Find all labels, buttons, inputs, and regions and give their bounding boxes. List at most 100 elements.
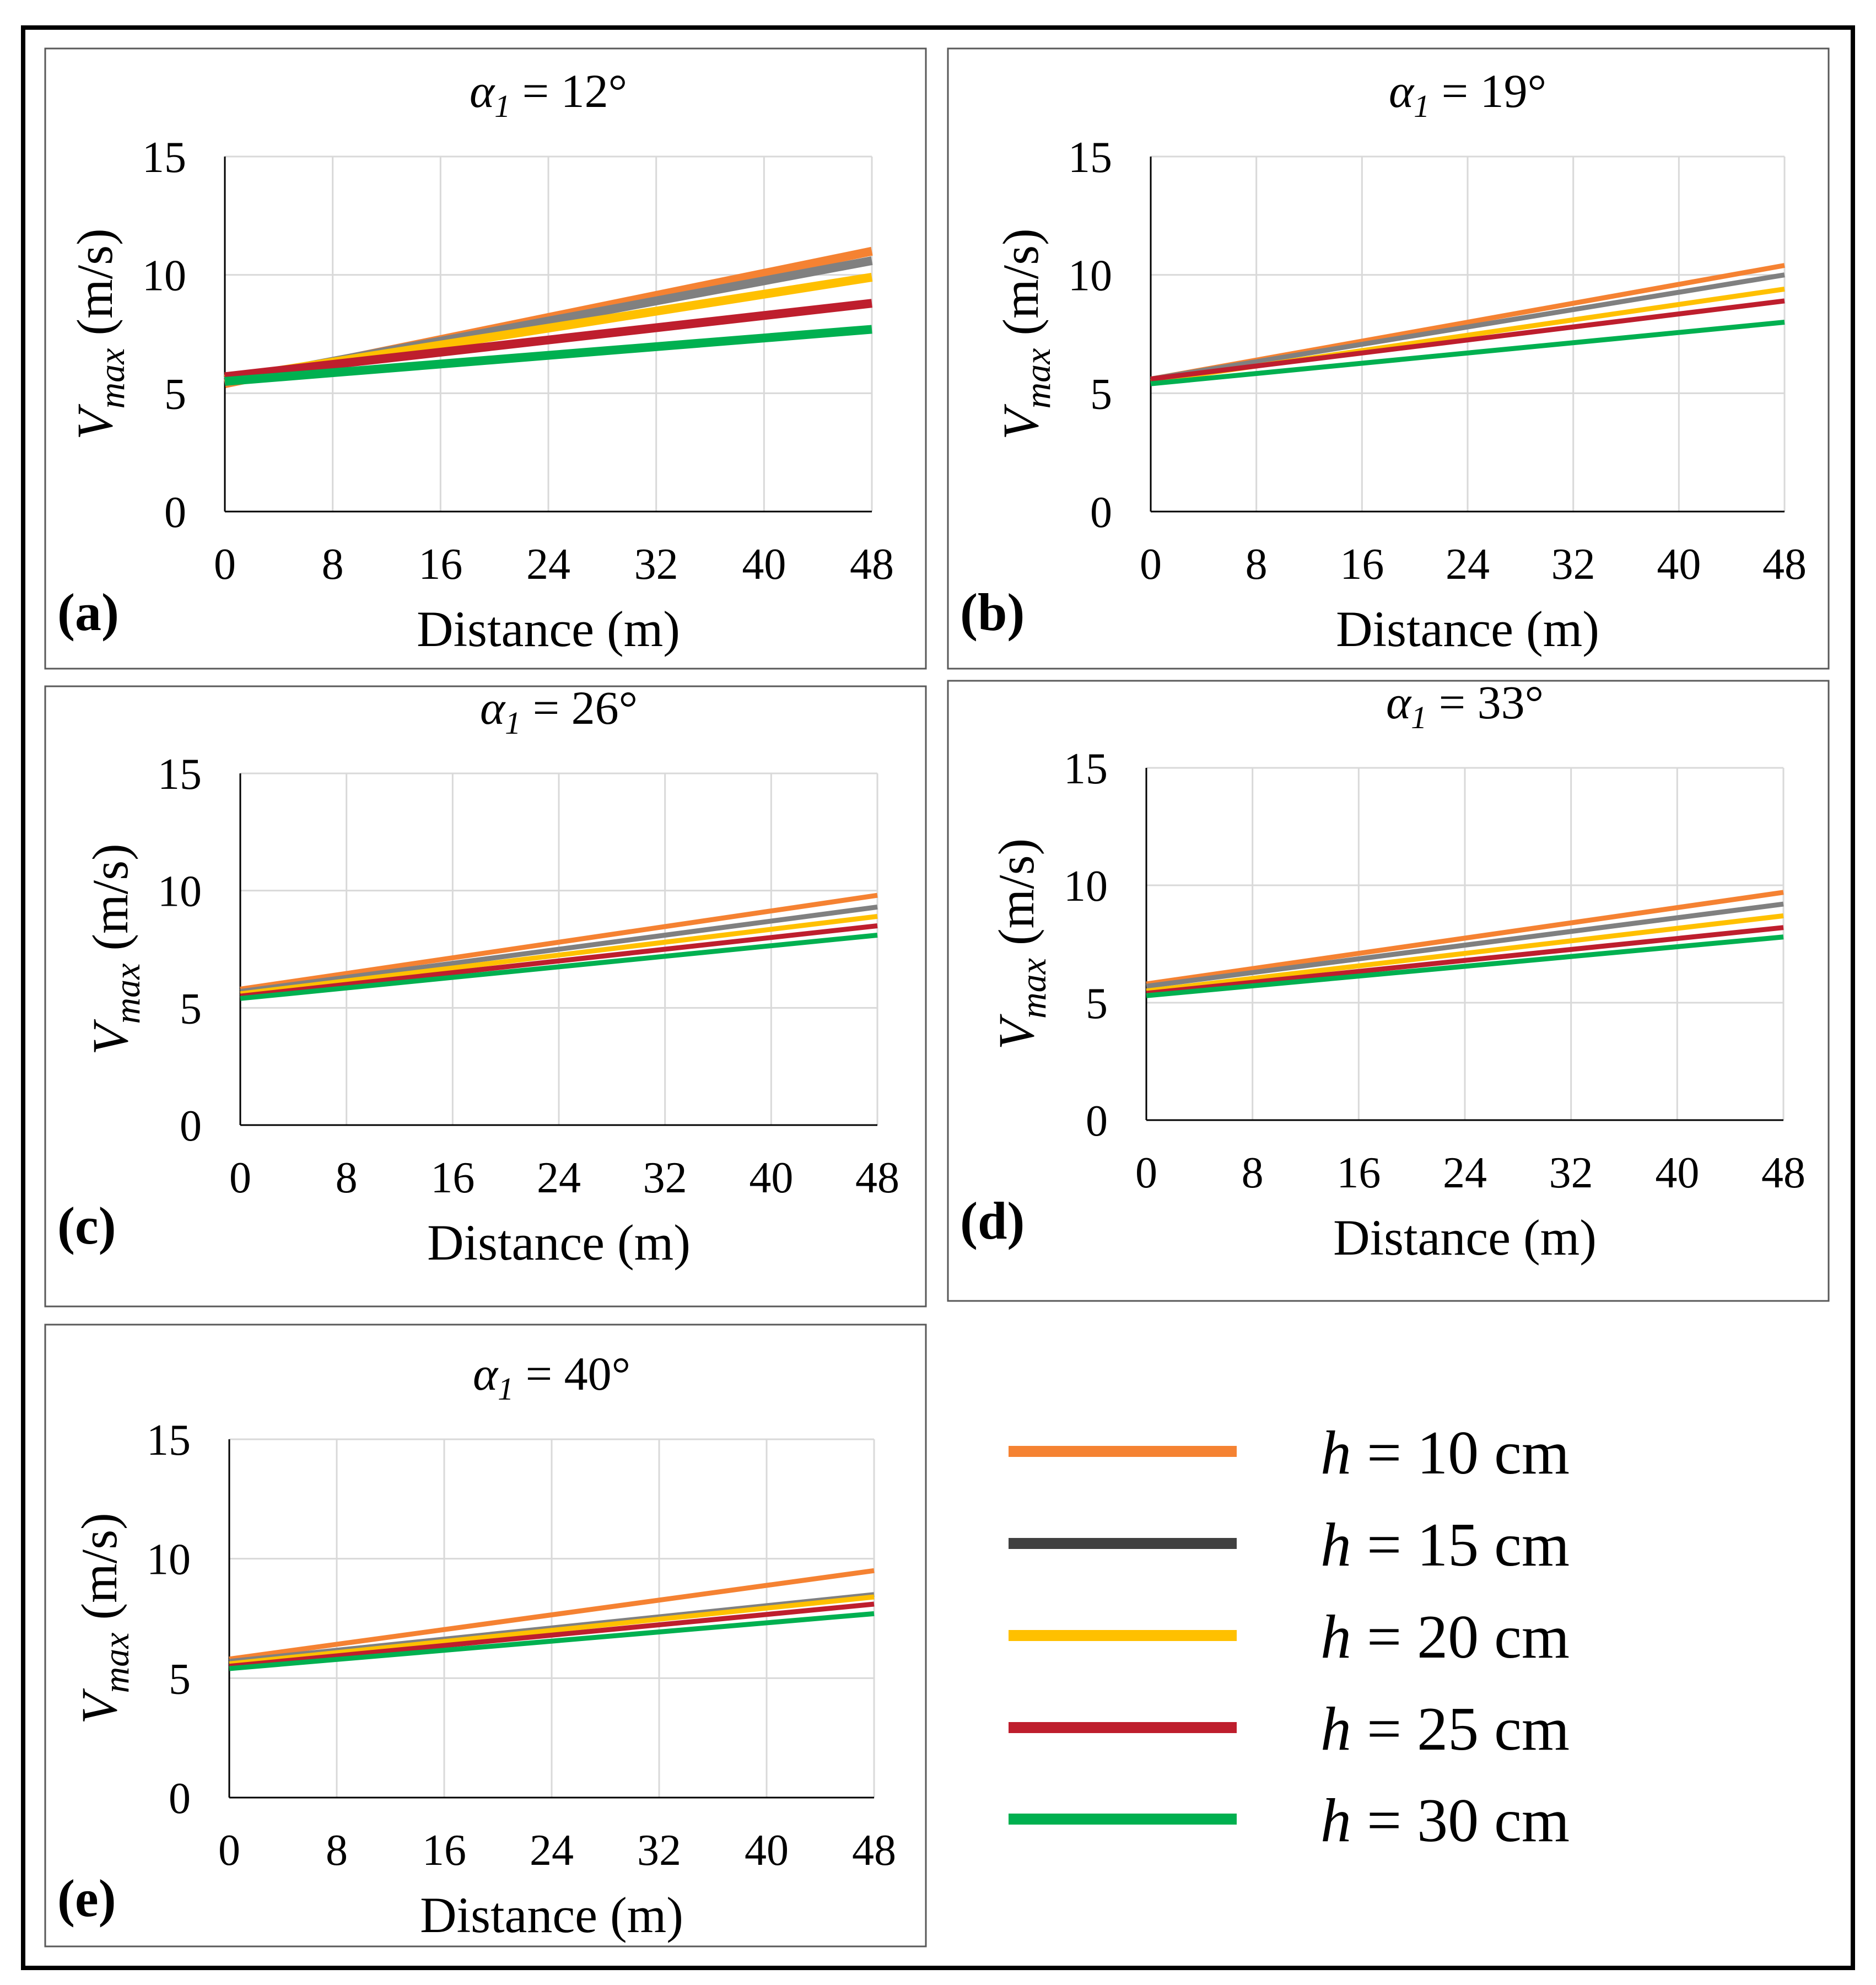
series-line-h20: [229, 1594, 875, 1666]
x-tick-label: 8: [1246, 540, 1268, 589]
legend-item-h10: h = 10 cm: [1009, 1419, 1570, 1487]
legend-item-h30: h = 30 cm: [1009, 1787, 1570, 1855]
legend-label: h = 10 cm: [1320, 1419, 1570, 1487]
x-tick-label: 32: [1549, 1149, 1593, 1197]
series-line-h30: [229, 1611, 875, 1671]
x-tick-label: 24: [1443, 1149, 1487, 1197]
panel-frame: [44, 685, 927, 1308]
panel-label: (e): [57, 1869, 116, 1928]
x-tick-label: 40: [742, 540, 786, 589]
series-line-h15: [240, 904, 878, 994]
x-tick-label: 48: [1761, 1149, 1805, 1197]
y-axis-label: Vmax (m/s): [988, 838, 1054, 1050]
y-tick-label: 10: [1064, 862, 1108, 911]
series-line-h10: [1146, 890, 1784, 987]
series-line-h30: [224, 325, 872, 386]
x-axis-label: Distance (m): [420, 1887, 683, 1943]
series-line-h25: [224, 299, 872, 381]
y-tick-label: 0: [1090, 488, 1112, 537]
panel-label: (c): [57, 1196, 116, 1255]
x-tick-label: 0: [218, 1826, 240, 1875]
y-tick-label: 0: [169, 1774, 191, 1823]
x-tick-label: 16: [1336, 1149, 1381, 1197]
x-tick-label: 32: [1551, 540, 1595, 589]
x-tick-label: 40: [745, 1826, 789, 1875]
x-tick-label: 0: [1140, 540, 1162, 589]
chart-panel-1: 0 8 16 24 32 40 48 0 5 10 15 α1 = 12° Distance (m) Vm…: [44, 47, 927, 670]
x-tick-label: 48: [852, 1826, 896, 1875]
series-line-h10: [229, 1568, 875, 1662]
x-tick-label: 40: [1655, 1149, 1699, 1197]
y-axis-label: Vmax (m/s): [82, 843, 148, 1055]
x-tick-label: 8: [1242, 1149, 1264, 1197]
panels: 0 8 16 24 32 40 48 0 5 10 15 α1 = 12° Distance (m) Vm…: [44, 47, 1830, 1948]
panel-label: (b): [960, 583, 1025, 642]
x-tick-label: 24: [537, 1154, 581, 1202]
y-tick-label: 0: [180, 1102, 202, 1150]
y-tick-label: 5: [1086, 980, 1108, 1028]
x-tick-label: 16: [1340, 540, 1384, 589]
y-tick-label: 10: [142, 252, 186, 300]
x-tick-label: 32: [643, 1154, 687, 1202]
x-tick-label: 24: [530, 1826, 574, 1875]
series-line-h25: [229, 1601, 875, 1669]
chart-panel-4: 0 8 16 24 32 40 48 0 5 10 15 α1 = 33° Distance (m) Vm…: [947, 676, 1830, 1302]
x-tick-label: 48: [855, 1154, 899, 1202]
series-line-h15: [1146, 901, 1784, 989]
series-line-h25: [1150, 298, 1785, 382]
legend-label: h = 20 cm: [1320, 1603, 1570, 1671]
x-tick-label: 8: [336, 1154, 358, 1202]
chart-title: α1 = 26°: [480, 681, 638, 741]
x-tick-label: 40: [1657, 540, 1701, 589]
x-tick-label: 32: [637, 1826, 681, 1875]
series-line-h30: [1146, 934, 1784, 998]
y-axis-label: Vmax (m/s): [67, 228, 132, 439]
y-tick-label: 0: [164, 488, 186, 537]
y-tick-label: 5: [180, 985, 202, 1033]
y-tick-label: 5: [1090, 370, 1112, 418]
y-tick-label: 10: [147, 1536, 191, 1584]
chart-panel-3: 0 8 16 24 32 40 48 0 5 10 15 α1 = 26° Distance (m) Vm…: [44, 681, 927, 1308]
x-tick-label: 0: [214, 540, 236, 589]
y-tick-label: 15: [147, 1416, 191, 1465]
series-line-h10: [240, 892, 878, 992]
y-tick-label: 5: [164, 370, 186, 418]
y-tick-label: 10: [1068, 252, 1112, 300]
y-tick-label: 15: [142, 133, 186, 182]
series-line-h30: [240, 933, 878, 1001]
y-tick-label: 10: [158, 868, 202, 916]
panel-label: (d): [960, 1191, 1025, 1250]
legend-item-h15: h = 15 cm: [1009, 1511, 1570, 1579]
series-line-h20: [240, 913, 878, 997]
x-tick-label: 8: [322, 540, 344, 589]
x-axis-label: Distance (m): [417, 601, 680, 657]
x-tick-label: 16: [430, 1154, 475, 1202]
y-tick-label: 0: [1086, 1097, 1108, 1145]
x-tick-label: 8: [326, 1826, 348, 1875]
x-axis-label: Distance (m): [1333, 1209, 1597, 1266]
x-tick-label: 0: [1135, 1149, 1157, 1197]
panel-frame: [947, 680, 1830, 1302]
chart-title: α1 = 33°: [1386, 676, 1544, 735]
chart-title: α1 = 19°: [1389, 64, 1546, 124]
chart-panel-2: 0 8 16 24 32 40 48 0 5 10 15 α1 = 19° Distance (m) Vm…: [947, 47, 1830, 670]
y-axis-label: Vmax (m/s): [993, 228, 1058, 439]
legend-label: h = 25 cm: [1320, 1695, 1570, 1763]
x-tick-label: 32: [634, 540, 678, 589]
x-tick-label: 40: [749, 1154, 793, 1202]
series-line-h25: [1146, 925, 1784, 996]
legend-item-h25: h = 25 cm: [1009, 1695, 1570, 1763]
x-tick-label: 24: [526, 540, 570, 589]
x-tick-label: 48: [1762, 540, 1807, 589]
series-line-h30: [1150, 320, 1785, 386]
x-tick-label: 16: [422, 1826, 466, 1875]
legend-label: h = 15 cm: [1320, 1511, 1570, 1579]
x-tick-label: 0: [229, 1154, 251, 1202]
y-tick-label: 15: [158, 750, 202, 799]
y-tick-label: 15: [1064, 745, 1108, 793]
y-axis-label: Vmax (m/s): [71, 1513, 137, 1724]
legend-item-h20: h = 20 cm: [1009, 1603, 1570, 1671]
x-axis-label: Distance (m): [1336, 601, 1599, 657]
series-line-h15: [1150, 272, 1785, 382]
